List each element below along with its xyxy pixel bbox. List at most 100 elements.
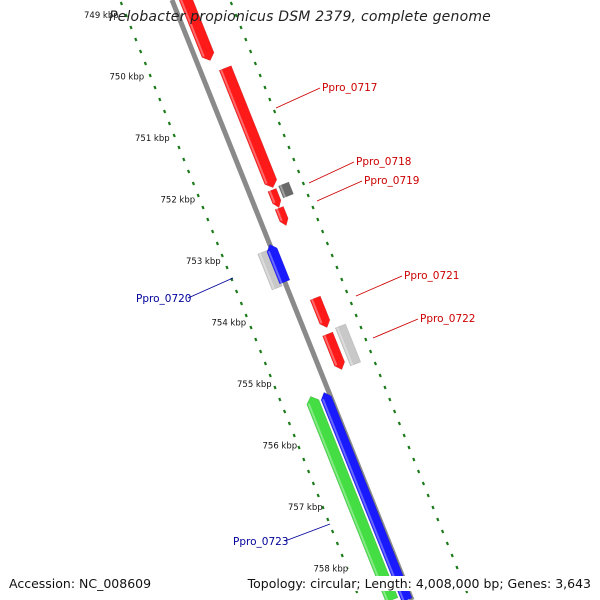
inner-track-dot <box>273 385 277 390</box>
outer-tick-track <box>229 1 469 594</box>
gene-ppro-0722 <box>334 323 362 367</box>
inner-track-dot <box>330 529 335 534</box>
inner-tick-track <box>119 1 359 594</box>
leader-line <box>284 523 331 542</box>
inner-track-dot <box>302 457 306 462</box>
inner-track-dot <box>196 193 200 198</box>
outer-track-dot <box>402 433 406 438</box>
tick-label-bg <box>82 10 118 21</box>
inner-track-dot <box>129 25 133 30</box>
outer-track-dot <box>416 469 421 474</box>
tick-label: 758 kbp <box>314 565 349 575</box>
inner-track-dot <box>316 493 320 498</box>
leader-line <box>308 161 355 184</box>
tick-label: 750 kbp <box>110 73 145 83</box>
accession-text: Accession: NC_008609 <box>8 576 153 591</box>
gene-label-ppro-0721[interactable]: Ppro_0721 <box>404 270 459 282</box>
outer-track-dot <box>229 1 234 6</box>
outer-track-dot <box>436 517 440 522</box>
gene-ppro-0723 <box>320 392 413 600</box>
gene-labels: Ppro_0717 Ppro_0718 Ppro_0719 Ppro_0720 Ppro… <box>136 82 475 548</box>
inner-track-dot <box>124 13 128 18</box>
outer-track-dot <box>421 481 426 486</box>
inner-track-dot <box>239 301 244 306</box>
outer-track-dot <box>253 61 258 66</box>
inner-track-dot <box>278 397 282 402</box>
gene-ppro-0722-shade <box>336 326 354 366</box>
outer-track-dot <box>440 529 445 534</box>
tick-label-bg <box>184 256 220 267</box>
inner-track-dot <box>119 1 124 6</box>
inner-track-dot <box>249 325 253 330</box>
outer-track-dot <box>450 553 454 558</box>
outer-track-dot <box>282 133 286 138</box>
outer-track-dot <box>364 337 368 342</box>
gene-label-ppro-0722[interactable]: Ppro_0722 <box>420 313 475 325</box>
outer-track-dot <box>306 193 310 198</box>
gene-ppro-0719-a <box>267 187 282 209</box>
inner-track-dot <box>282 409 287 414</box>
inner-track-dot <box>148 73 152 78</box>
outer-track-dot <box>248 49 253 54</box>
tick-label: 749 kbp <box>84 11 119 21</box>
gene-ppro-0719-b <box>274 205 289 227</box>
gene-ppro-0721-shade <box>311 298 323 324</box>
gene-ppro-0723-green-shade <box>307 403 389 600</box>
inner-track-dot <box>258 349 263 354</box>
outer-track-dot <box>239 25 243 30</box>
inner-track-dot <box>186 169 191 174</box>
inner-track-dot <box>191 181 196 186</box>
inner-track-dot <box>297 445 301 450</box>
outer-track-dot <box>359 325 363 330</box>
outer-track-dot <box>373 361 378 366</box>
gene-ppro-0717-shade <box>220 69 268 185</box>
tick-label: 754 kbp <box>212 319 247 329</box>
tick-label-bg <box>133 133 169 144</box>
gene-ppro-0718-shade <box>279 184 287 198</box>
leader-line <box>187 277 234 299</box>
inner-track-dot <box>134 37 138 42</box>
gene-label-ppro-0720[interactable]: Ppro_0720 <box>136 293 191 305</box>
outer-track-dot <box>426 493 430 498</box>
gene-label-ppro-0719[interactable]: Ppro_0719 <box>364 175 419 187</box>
gene-ppro-0720-shade <box>267 250 283 284</box>
outer-track-dot <box>445 541 450 546</box>
gene-red-top <box>178 0 215 61</box>
outer-track-dot <box>344 289 349 294</box>
gene-ppro-0722-a <box>322 331 346 370</box>
outer-track-dot <box>311 205 315 210</box>
inner-track-dot <box>172 133 176 138</box>
inner-track-dot <box>225 265 229 270</box>
outer-track-dot <box>325 241 330 246</box>
outer-track-dot <box>407 445 411 450</box>
inner-track-dot <box>268 373 272 378</box>
tick-label-bg <box>286 502 322 513</box>
gene-label-ppro-0717[interactable]: Ppro_0717 <box>322 82 377 94</box>
outer-track-dot <box>292 157 296 162</box>
inner-track-dot <box>340 553 344 558</box>
outer-track-dot <box>455 565 459 570</box>
outer-track-dot <box>368 349 373 354</box>
inner-track-dot <box>244 313 248 318</box>
inner-track-dot <box>158 97 162 102</box>
gene-label-ppro-0718[interactable]: Ppro_0718 <box>356 156 411 168</box>
outer-track-dot <box>316 217 320 222</box>
gene-ppro-0722-a-shade <box>323 334 338 366</box>
inner-track-dot <box>292 433 296 438</box>
gene-ppro-0718 <box>278 181 294 199</box>
inner-track-dot <box>153 85 157 90</box>
tick-label: 755 kbp <box>237 380 272 390</box>
tick-label-bg <box>311 563 348 575</box>
gene-label-ppro-0723[interactable]: Ppro_0723 <box>233 536 288 548</box>
outer-track-dot <box>287 145 291 150</box>
inner-track-dot <box>306 469 311 474</box>
leader-line <box>316 180 363 202</box>
outer-track-dot <box>296 169 301 174</box>
outer-track-dot <box>383 385 387 390</box>
outer-track-dot <box>388 397 392 402</box>
outer-track-dot <box>349 301 354 306</box>
outer-track-dot <box>244 37 248 42</box>
inner-track-dot <box>143 61 148 66</box>
gene-ppro-0720-grey-shade <box>258 252 275 290</box>
